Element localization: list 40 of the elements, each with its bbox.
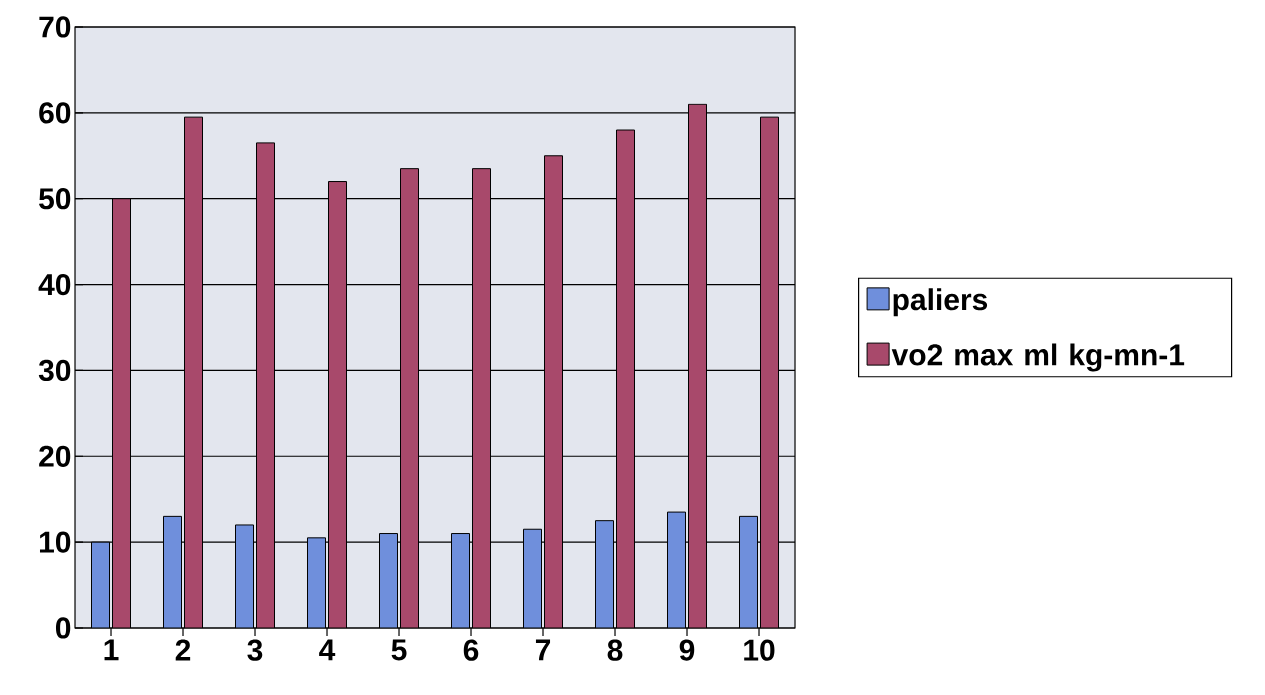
- y-tick-label: 40: [38, 273, 71, 296]
- bar: [328, 181, 348, 628]
- x-tick-label: 8: [607, 639, 623, 661]
- x-tick-label: 1: [104, 639, 119, 661]
- y-tick-label: 70: [39, 16, 71, 38]
- bar: [184, 116, 204, 628]
- legend-label: paliers: [893, 288, 988, 317]
- bar: [523, 528, 543, 628]
- bar: [667, 511, 687, 628]
- x-tick-label: 3: [247, 639, 263, 661]
- bar: [256, 142, 276, 628]
- bar: [112, 198, 132, 628]
- bar: [472, 168, 492, 628]
- bar: [400, 168, 420, 628]
- x-tick-label: 10: [744, 639, 775, 661]
- y-tick-label: 10: [39, 531, 71, 553]
- bar: [688, 103, 708, 628]
- x-tick-label: 9: [679, 639, 695, 661]
- bar: [616, 129, 636, 628]
- y-tick-label: 20: [39, 445, 71, 467]
- bar: [739, 515, 759, 628]
- x-tick-label: 6: [463, 639, 479, 661]
- y-tick-label: 0: [55, 617, 71, 639]
- bar: [451, 533, 471, 628]
- x-tick-label: 4: [319, 639, 336, 661]
- bar: [163, 515, 183, 628]
- y-tick-label: 60: [39, 102, 71, 124]
- bar: [760, 116, 780, 628]
- y-tick-label: 50: [39, 188, 71, 210]
- x-tick-label: 5: [391, 639, 407, 661]
- bar: [307, 537, 327, 628]
- bar: [235, 524, 255, 628]
- bar: [544, 155, 564, 628]
- y-tick-label: 30: [38, 359, 71, 382]
- bar: [595, 520, 615, 628]
- bar: [91, 541, 111, 628]
- x-tick-label: 2: [175, 639, 191, 661]
- bar: [379, 533, 399, 628]
- legend-label: vo2 max ml kg-mn-1: [891, 343, 1185, 372]
- x-tick-label: 7: [535, 639, 551, 661]
